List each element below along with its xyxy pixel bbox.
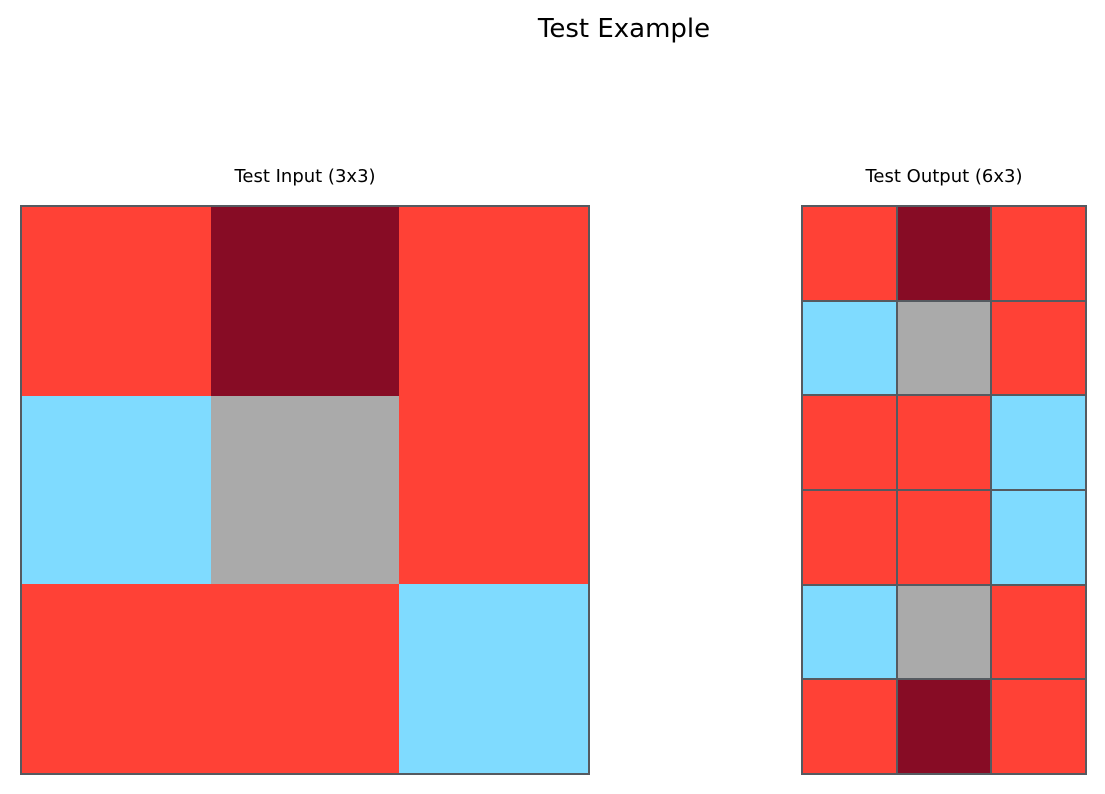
test-output-grid <box>801 205 1087 775</box>
output-cell-r1-c1 <box>896 300 992 396</box>
input-cell-r1-c0 <box>22 395 211 585</box>
output-cell-r0-c2 <box>991 206 1086 301</box>
output-cell-r1-c2 <box>991 300 1086 396</box>
output-cell-r4-c1 <box>896 584 992 680</box>
output-cell-r3-c1 <box>896 489 992 585</box>
figure-title: Test Example <box>537 14 711 44</box>
output-cell-r2-c0 <box>802 395 897 490</box>
input-cell-r0-c0 <box>22 207 211 396</box>
output-cell-r0-c0 <box>802 206 897 301</box>
input-cell-r1-c1 <box>210 395 400 585</box>
input-cell-r2-c0 <box>22 584 211 773</box>
output-cell-r1-c0 <box>802 300 897 396</box>
input-cell-r0-c1 <box>210 207 400 396</box>
test-output-title: Test Output (6x3) <box>865 166 1023 187</box>
output-cell-r4-c0 <box>802 584 897 680</box>
test-input-title: Test Input (3x3) <box>234 166 376 187</box>
output-cell-r4-c2 <box>991 584 1086 680</box>
input-cell-r2-c1 <box>210 584 400 773</box>
input-cell-r1-c2 <box>399 395 588 585</box>
output-cell-r5-c2 <box>991 679 1086 774</box>
output-cell-r0-c1 <box>896 206 992 301</box>
output-cell-r5-c1 <box>896 679 992 774</box>
output-cell-r2-c2 <box>991 395 1086 490</box>
input-cell-r0-c2 <box>399 207 588 396</box>
output-cell-r3-c2 <box>991 489 1086 585</box>
test-input-grid <box>20 205 590 775</box>
output-cell-r3-c0 <box>802 489 897 585</box>
output-cell-r2-c1 <box>896 395 992 490</box>
input-cell-r2-c2 <box>399 584 588 773</box>
output-cell-r5-c0 <box>802 679 897 774</box>
